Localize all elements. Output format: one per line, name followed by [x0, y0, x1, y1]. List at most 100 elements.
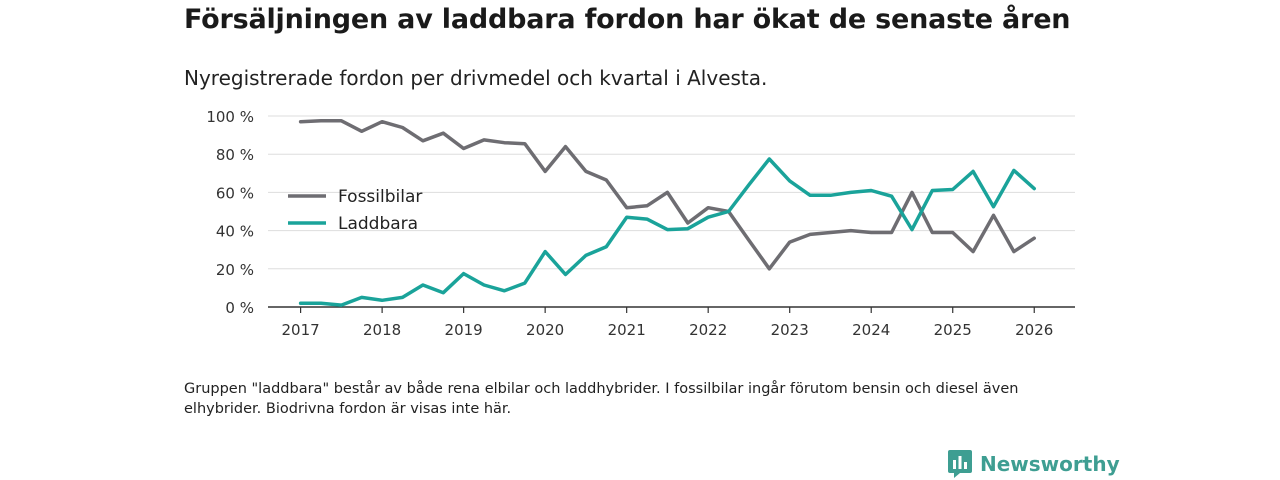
newsworthy-logo-icon [948, 450, 972, 478]
x-tick-label: 2019 [445, 321, 483, 339]
x-axis-ticks: 2017 2018 2019 2020 2021 2022 2023 2024 2025 2026 [282, 307, 1053, 339]
data-point-fossilbilar [666, 191, 669, 194]
data-point-laddbara [482, 283, 486, 287]
y-tick-label: 100 % [206, 108, 254, 126]
data-point-fossilbilar [625, 206, 628, 209]
data-point-laddbara [625, 216, 628, 219]
data-point-laddbara [584, 254, 588, 257]
data-point-fossilbilar [401, 126, 404, 129]
x-tick-label: 2021 [608, 321, 646, 339]
data-point-fossilbilar [870, 231, 873, 234]
chart-title: Försäljningen av laddbara fordon har öka… [184, 4, 1071, 35]
data-point-fossilbilar [340, 119, 343, 122]
data-point-laddbara [666, 228, 669, 231]
brand-logo[interactable]: Newsworthy [948, 450, 1120, 478]
data-point-laddbara [849, 191, 853, 194]
data-point-laddbara [340, 303, 343, 307]
data-point-laddbara [747, 183, 751, 186]
data-point-fossilbilar [931, 231, 934, 234]
data-point-laddbara [442, 291, 445, 294]
data-point-laddbara [564, 273, 567, 276]
data-point-laddbara [686, 227, 690, 230]
data-point-laddbara [971, 170, 975, 173]
data-point-fossilbilar [951, 231, 954, 234]
data-point-laddbara [543, 250, 547, 253]
legend-label-fossilbilar: Fossilbilar [338, 187, 422, 207]
data-point-fossilbilar [462, 147, 465, 150]
data-point-fossilbilar [890, 231, 893, 234]
data-point-fossilbilar [523, 142, 526, 145]
x-tick-label: 2020 [526, 321, 564, 339]
data-point-fossilbilar [849, 229, 853, 232]
data-point-laddbara [523, 281, 526, 285]
data-point-fossilbilar [380, 120, 384, 123]
x-tick-label: 2018 [363, 321, 401, 339]
data-point-laddbara [299, 301, 302, 305]
data-point-fossilbilar [543, 170, 547, 173]
data-point-laddbara [1012, 169, 1016, 172]
y-tick-label: 60 % [216, 184, 254, 202]
data-point-fossilbilar [503, 141, 506, 144]
data-point-fossilbilar [829, 231, 832, 234]
data-point-laddbara [890, 195, 893, 198]
chart-subtitle: Nyregistrerade fordon per drivmedel och … [184, 66, 768, 90]
data-point-laddbara [992, 205, 995, 208]
y-tick-label: 40 % [216, 223, 254, 241]
x-tick-label: 2022 [689, 321, 727, 339]
data-point-fossilbilar [686, 221, 690, 225]
data-point-laddbara [503, 289, 506, 292]
data-point-laddbara [462, 272, 465, 275]
data-point-fossilbilar [747, 238, 751, 242]
legend: Fossilbilar Laddbara [288, 187, 422, 234]
data-point-fossilbilar [910, 191, 914, 194]
data-point-laddbara [808, 194, 812, 197]
data-point-laddbara [706, 216, 710, 219]
data-point-laddbara [605, 245, 608, 249]
data-point-fossilbilar [645, 204, 649, 207]
x-tick-label: 2023 [771, 321, 809, 339]
data-point-laddbara [401, 296, 404, 299]
data-point-laddbara [645, 217, 649, 221]
y-axis-ticks: 0 % 20 % 40 % 60 % 80 % 100 % [206, 108, 254, 317]
data-point-laddbara [870, 189, 873, 192]
x-tick-label: 2025 [934, 321, 972, 339]
data-point-fossilbilar [992, 214, 995, 217]
data-point-laddbara [951, 188, 954, 191]
data-point-fossilbilar [584, 170, 588, 173]
brand-name: Newsworthy [980, 452, 1120, 476]
x-tick-label: 2026 [1015, 321, 1053, 339]
data-point-fossilbilar [299, 120, 302, 123]
data-point-fossilbilar [319, 119, 323, 122]
data-point-fossilbilar [971, 250, 975, 253]
data-point-fossilbilar [788, 240, 791, 244]
x-tick-label: 2024 [852, 321, 890, 339]
data-point-laddbara [1033, 187, 1036, 190]
data-point-laddbara [421, 283, 425, 287]
data-point-fossilbilar [706, 206, 710, 209]
data-point-laddbara [360, 296, 363, 299]
data-point-fossilbilar [768, 267, 771, 270]
data-point-laddbara [931, 189, 934, 192]
data-point-fossilbilar [1012, 250, 1016, 253]
data-point-laddbara [910, 228, 914, 231]
data-point-fossilbilar [605, 178, 608, 182]
data-point-laddbara [788, 179, 791, 183]
data-point-laddbara [380, 299, 384, 302]
y-tick-label: 80 % [216, 146, 254, 164]
footnote: Gruppen "laddbara" består av både rena e… [184, 381, 1019, 417]
data-point-laddbara [319, 301, 323, 305]
data-point-laddbara [829, 194, 832, 197]
data-point-fossilbilar [808, 233, 812, 236]
line-chart: 0 % 20 % 40 % 60 % 80 % 100 % 2017 2018 2019 202… [206, 108, 1075, 339]
data-point-fossilbilar [421, 139, 425, 143]
data-point-fossilbilar [564, 145, 567, 148]
data-point-laddbara [727, 210, 730, 213]
y-tick-label: 20 % [216, 261, 254, 279]
data-point-fossilbilar [442, 131, 445, 135]
data-point-laddbara [768, 157, 771, 161]
legend-label-laddbara: Laddbara [338, 214, 418, 234]
data-point-fossilbilar [482, 138, 486, 142]
x-tick-label: 2017 [282, 321, 320, 339]
y-tick-label: 0 % [225, 299, 254, 317]
series-lines [298, 119, 1036, 307]
